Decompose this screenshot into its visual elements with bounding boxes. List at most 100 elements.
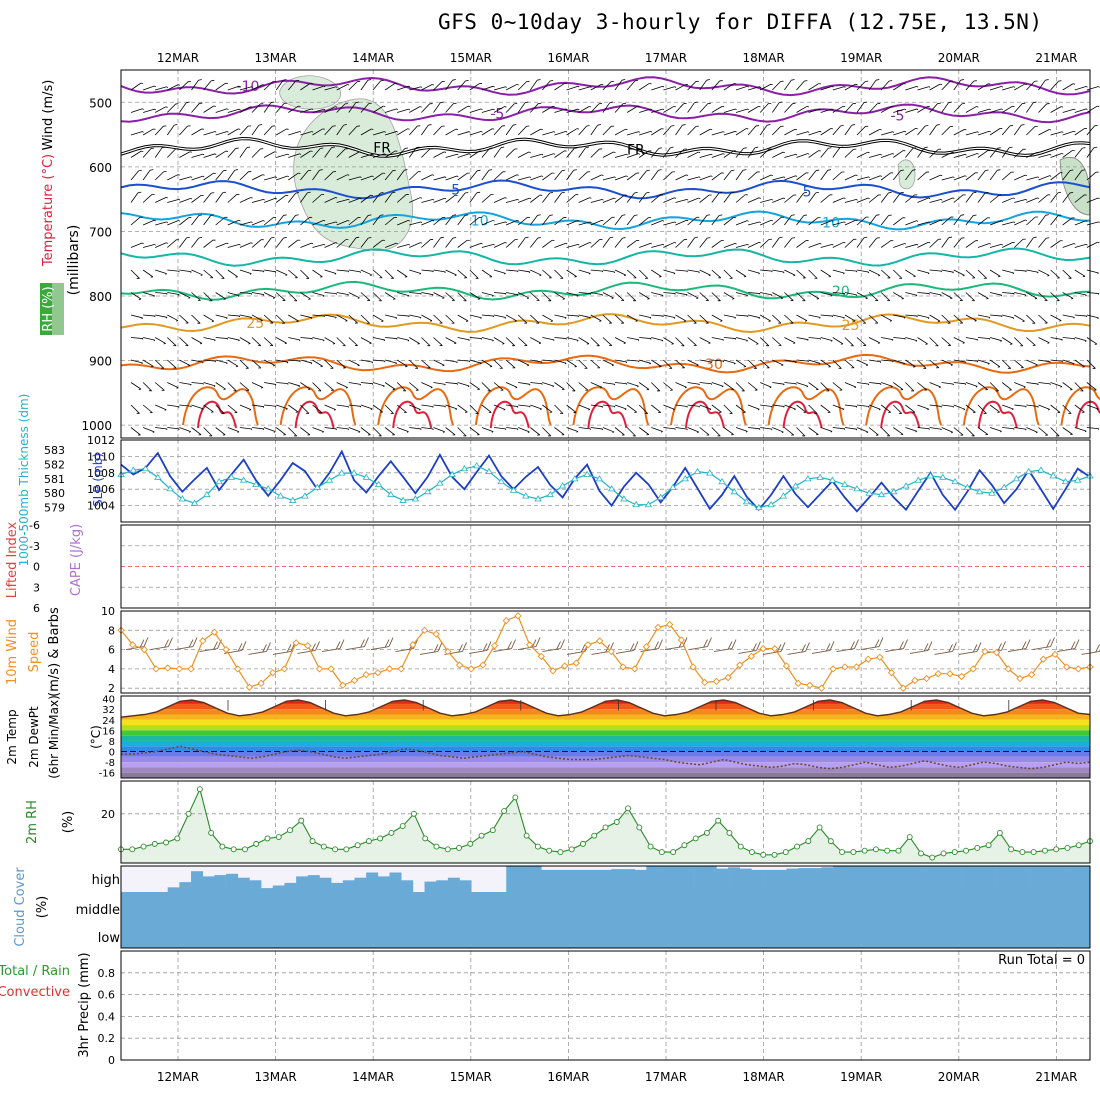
hot-contour — [866, 387, 941, 425]
wind-barb — [878, 275, 880, 276]
wind-barb — [347, 175, 349, 176]
wind-barb — [155, 107, 166, 113]
wind-barb — [647, 170, 650, 171]
wind-barb — [264, 126, 272, 135]
wind-barb — [143, 315, 155, 316]
cloud-high-bar — [681, 866, 693, 892]
wind-barb — [240, 270, 251, 274]
wind-barb — [639, 428, 649, 435]
rh-point — [918, 851, 923, 856]
wind-barb — [615, 215, 622, 225]
wind-barb — [954, 405, 965, 409]
wind-barb — [784, 428, 793, 436]
rh-point — [389, 830, 394, 835]
surface-wind-barb — [273, 651, 291, 654]
rh-point — [716, 818, 721, 823]
wind-barb — [627, 106, 637, 112]
wind-barb — [131, 193, 138, 203]
rh-point — [242, 847, 247, 852]
wind-barb — [494, 172, 503, 180]
cloud-high-bar — [751, 870, 763, 892]
rh-point — [1065, 845, 1070, 850]
wind-barb — [857, 198, 868, 203]
wind-barb — [252, 338, 261, 346]
wind-barb — [517, 84, 519, 85]
wind-barb — [869, 428, 878, 436]
wind-barb — [1038, 177, 1039, 178]
rh-point — [727, 830, 732, 835]
wind-barb — [614, 384, 615, 385]
cloud-high-bar — [997, 866, 1009, 892]
wind-barb — [216, 293, 226, 300]
temp-tick-label: 0 — [109, 748, 115, 759]
cloud-high-bar — [985, 866, 997, 892]
wind-barb — [445, 177, 446, 178]
surface-wind-barb — [487, 641, 491, 650]
rh-point — [310, 839, 315, 844]
very-hot-contour — [784, 402, 822, 428]
wind-barb — [603, 383, 615, 385]
wind-barb — [579, 338, 589, 344]
wind-barb — [843, 409, 844, 410]
wind-barb — [748, 242, 759, 247]
wind-barb — [228, 148, 236, 157]
temp-tick-label: 16 — [102, 726, 115, 737]
thickness-point — [560, 483, 566, 488]
wind-barb — [1039, 428, 1048, 436]
wind-barb — [373, 81, 381, 90]
wind-barb — [591, 360, 600, 368]
cloud-high-bar — [705, 866, 717, 892]
wind-barb — [477, 192, 480, 193]
surface-wind-barb — [855, 640, 859, 649]
wind-barb — [602, 199, 603, 200]
wind-barb — [700, 293, 709, 301]
wind-barb — [985, 170, 988, 171]
wind-barb — [143, 338, 155, 341]
wind-barb — [881, 216, 888, 225]
date-label: 20MAR — [938, 1070, 980, 1084]
wind-barb — [368, 80, 371, 81]
wind-barb — [977, 132, 978, 133]
wind-barb — [529, 384, 530, 385]
wind-barb — [1026, 338, 1035, 346]
wind-barb — [271, 237, 274, 238]
wind-barb — [542, 132, 554, 135]
cloud-high-bar — [273, 886, 285, 893]
wind-barb — [482, 405, 491, 412]
wind-barb — [409, 109, 410, 110]
wind-barb — [555, 315, 567, 318]
surface-wind-barb — [910, 650, 928, 653]
wind-barb — [1014, 428, 1026, 430]
wind-barb — [542, 154, 543, 155]
temp-tick-label: -16 — [99, 769, 115, 780]
very-hot-contour — [979, 402, 1017, 428]
wind-barb — [808, 154, 809, 155]
wind-barb — [918, 405, 929, 409]
wind-barb — [518, 315, 527, 323]
wind-barb — [204, 270, 213, 278]
thickness-point — [694, 469, 700, 474]
wind-barb — [361, 338, 372, 344]
rh-point — [276, 835, 281, 840]
wind-barb — [760, 315, 770, 321]
wind-barb — [434, 238, 441, 248]
wind-barb — [530, 215, 537, 225]
wind-barb — [856, 199, 857, 200]
surface-wind-barb — [1008, 649, 1026, 652]
wind-barb — [845, 270, 857, 271]
surface-wind-barb — [928, 641, 932, 650]
surface-wind-barb — [886, 649, 904, 652]
ylabel-lifted-index: Lifted Index — [5, 521, 20, 598]
rh-point — [502, 809, 507, 814]
wind-barb — [712, 240, 722, 247]
wind-barb — [431, 387, 433, 388]
wind-barb — [603, 315, 612, 323]
wind-barb — [240, 172, 249, 180]
wind-barb — [711, 154, 712, 155]
rh-point — [265, 836, 270, 841]
wind-barb — [574, 170, 577, 171]
wind-barb — [349, 293, 360, 298]
wind-barb — [204, 215, 211, 225]
wind-barb — [421, 84, 432, 90]
wind-barb — [421, 270, 433, 271]
